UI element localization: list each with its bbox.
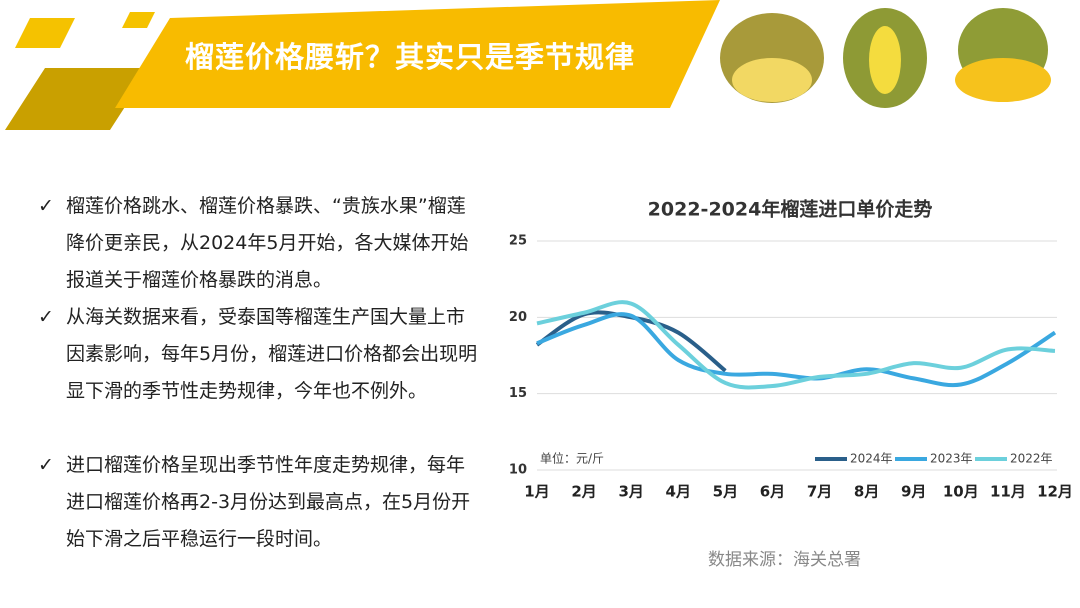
bullet: ✓ 进口榴莲价格呈现出季节性年度走势规律，每年进口榴莲价格再2-3月份达到最高点，…	[38, 447, 478, 558]
x-tick-label: 4月	[666, 483, 691, 501]
source: 数据来源：海关总署	[708, 550, 861, 570]
series-line	[536, 312, 1057, 388]
x-tick-label: 3月	[618, 483, 643, 501]
x-tick-label: 7月	[807, 483, 832, 501]
deco	[15, 18, 75, 48]
bullet: ✓ 榴莲价格跳水、榴莲价格暴跌、“贵族水果”榴莲降价更亲民，从2024年5月开始，…	[38, 188, 478, 299]
durian-image	[955, 58, 1051, 102]
slide-title: 榴莲价格腰斩？其实只是季节规律	[185, 40, 636, 74]
x-tick-label: 1月	[524, 483, 549, 501]
y-tick-label: 20	[509, 310, 527, 325]
x-tick-label: 11月	[990, 483, 1026, 501]
x-tick-label: 9月	[901, 483, 926, 501]
title-band	[115, 0, 720, 108]
legend-label: 2022年	[1010, 452, 1053, 466]
x-tick-label: 6月	[760, 483, 785, 501]
header-graphic	[5, 0, 1051, 130]
deco	[122, 12, 155, 28]
x-tick-label: 12月	[1037, 483, 1073, 501]
x-tick-label: 10月	[943, 483, 979, 501]
bullet-text: 进口榴莲价格呈现出季节性年度走势规律，每年进口榴莲价格再2-3月份达到最高点，在…	[66, 454, 471, 550]
y-tick-label: 10	[509, 463, 527, 478]
unit-annotation: 单位：元/斤	[540, 451, 604, 466]
legend-label: 2023年	[930, 452, 973, 466]
durian-image	[732, 58, 812, 102]
durian-image	[869, 26, 901, 94]
series-line	[536, 300, 1056, 390]
y-tick-label: 25	[509, 234, 527, 249]
bullet-text: 从海关数据来看，受泰国等榴莲生产国大量上市因素影响，每年5月份，榴莲进口价格都会…	[66, 306, 478, 402]
x-tick-label: 8月	[854, 483, 879, 501]
deco	[5, 68, 150, 130]
x-tick-label: 5月	[713, 483, 738, 501]
y-tick-label: 15	[509, 386, 527, 401]
x-tick-label: 2月	[571, 483, 596, 501]
chart-title: 2022-2024年榴莲进口单价走势	[648, 198, 933, 221]
bullet-text: 榴莲价格跳水、榴莲价格暴跌、“贵族水果”榴莲降价更亲民，从2024年5月开始，各…	[66, 195, 469, 291]
bullet: ✓ 从海关数据来看，受泰国等榴莲生产国大量上市因素影响，每年5月份，榴莲进口价格都…	[38, 299, 478, 410]
legend-label: 2024年	[850, 452, 893, 466]
